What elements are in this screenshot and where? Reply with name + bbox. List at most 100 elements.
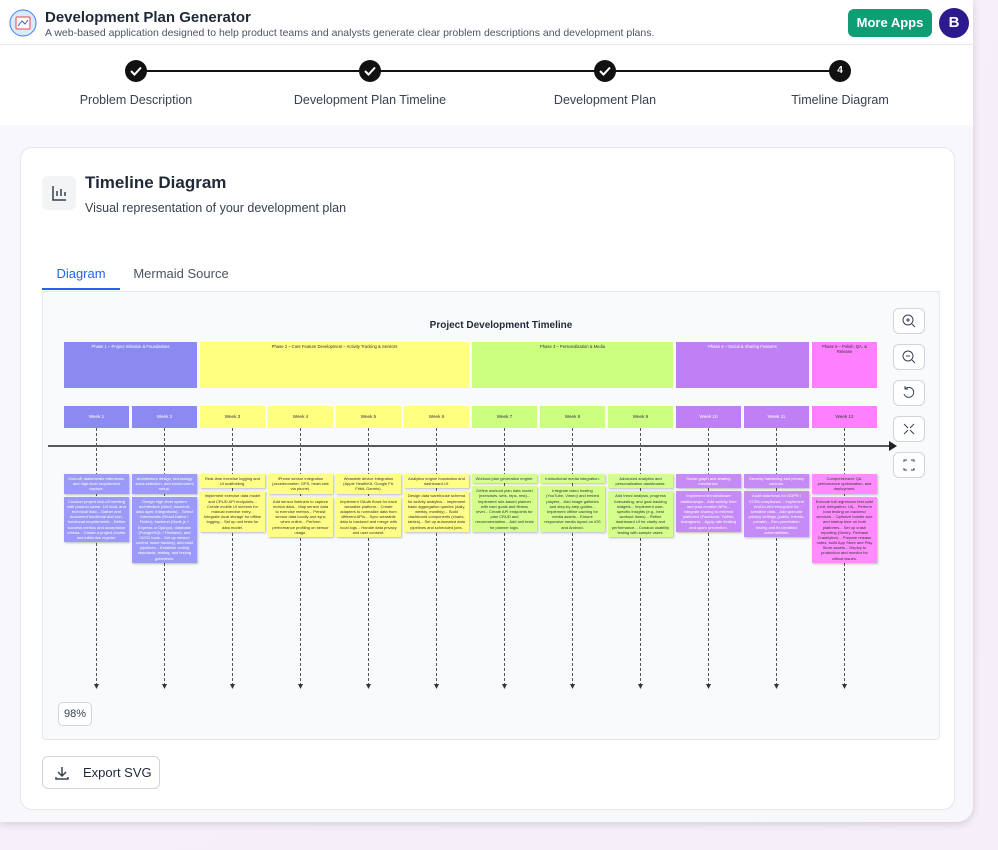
task-card: Comprehensive QA, performance optimizati… <box>812 474 877 494</box>
task-stack: Kick-off, stakeholder interviews, and hi… <box>64 474 129 543</box>
zoom-level: 98% <box>58 702 92 726</box>
arrow-head <box>774 684 779 689</box>
task-card: Design data warehouse schema for activit… <box>404 491 469 532</box>
task-card: Social graph and sharing mechanics. <box>676 474 741 489</box>
step-circle <box>125 60 147 82</box>
header: Development Plan Generator A web-based a… <box>0 0 973 45</box>
stepper: Problem Description Development Plan Time… <box>0 45 973 125</box>
task-card: Add trend analysis, progress forecasting… <box>608 491 673 537</box>
step-label: Timeline Diagram <box>791 93 889 107</box>
step-label: Development Plan <box>553 93 657 107</box>
task-card: Add sensor listeners to capture motion d… <box>268 496 333 537</box>
fullscreen[interactable] <box>893 452 925 478</box>
task-card: Implement friend/follower relationships.… <box>676 491 741 532</box>
task-card: Execute full regression test suite (unit… <box>812 496 877 563</box>
task-card: Implement OAuth flows for each wearable … <box>336 496 401 537</box>
week-box: Week 9 <box>608 406 673 428</box>
task-card: Implement exercise data model and CRUD A… <box>200 491 265 532</box>
arrow-head <box>434 684 439 689</box>
export-label: Export SVG <box>83 765 152 780</box>
step-number: 4 <box>837 65 843 76</box>
arrow-head <box>706 684 711 689</box>
task-card: Workout plan generation engine. <box>472 474 537 484</box>
week-box: Week 6 <box>404 406 469 428</box>
task-stack: Architecture design, technology stack se… <box>132 474 197 563</box>
reset-zoom[interactable] <box>893 380 925 406</box>
task-card: Advanced analytics and personalization d… <box>608 474 673 489</box>
arrow-head <box>842 684 847 689</box>
arrow-head <box>162 684 167 689</box>
week-box: Week 10 <box>676 406 741 428</box>
step-circle <box>594 60 616 82</box>
task-card: Instructional media integration. <box>540 474 605 484</box>
step-circle <box>359 60 381 82</box>
task-stack: iPhone sensor integration (accelerometer… <box>268 474 333 537</box>
tab-diagram[interactable]: Diagram <box>42 258 120 290</box>
app-title: Development Plan Generator <box>45 9 251 26</box>
arrow-head <box>366 684 371 689</box>
step-label: Problem Description <box>79 93 193 107</box>
week-box: Week 1 <box>64 406 129 428</box>
task-card: Architecture design, technology stack se… <box>132 474 197 494</box>
card-title: Timeline Diagram <box>85 173 227 192</box>
task-stack: Analytics engine foundation and dashboar… <box>404 474 469 532</box>
task-stack: Workout plan generation engine. Define wo… <box>472 474 537 532</box>
week-box: Week 3 <box>200 406 265 428</box>
week-box: Week 5 <box>336 406 401 428</box>
chart-icon <box>42 176 76 210</box>
fit-view[interactable] <box>893 416 925 442</box>
arrow-head <box>94 684 99 689</box>
avatar[interactable]: B <box>939 8 969 38</box>
task-card: Kick-off, stakeholder interviews, and hi… <box>64 474 129 494</box>
task-stack: Advanced analytics and personalization d… <box>608 474 673 537</box>
step-check <box>599 66 611 76</box>
task-card: Real-time exercise logging and UI scaffo… <box>200 474 265 489</box>
week-box: Week 2 <box>132 406 197 428</box>
tab-mermaid[interactable]: Mermaid Source <box>133 266 229 281</box>
app-window: Development Plan Generator A web-based a… <box>0 0 973 810</box>
arrow-head <box>502 684 507 689</box>
task-card: iPhone sensor integration (accelerometer… <box>268 474 333 494</box>
export-button[interactable]: Export SVG <box>42 756 160 789</box>
week-box: Week 12 <box>812 406 877 428</box>
arrow-head <box>638 684 643 689</box>
app-subtitle: A web-based application designed to help… <box>45 27 655 39</box>
phase-box: Phase 4 – Social & Sharing Features <box>676 342 809 388</box>
week-box: Week 11 <box>744 406 809 428</box>
task-card: Conduct project kick-off meeting with pr… <box>64 496 129 543</box>
task-stack: Social graph and sharing mechanics. Imple… <box>676 474 741 532</box>
download-icon <box>55 767 69 780</box>
task-card: Analytics engine foundation and dashboar… <box>404 474 469 489</box>
step-label: Development Plan Timeline <box>293 93 447 107</box>
zoom-in[interactable] <box>893 308 925 334</box>
stepper-track <box>125 60 851 82</box>
diagram-area: Project Development Timeline 98% Phase 1… <box>42 291 940 740</box>
task-stack: Comprehensive QA, performance optimizati… <box>812 474 877 563</box>
phase-box: Phase 2 – Core Feature Development – Act… <box>200 342 469 388</box>
task-card: Integrate video hosting (YouTube, Vimeo)… <box>540 486 605 532</box>
task-stack: Wearable device integration (Apple Healt… <box>336 474 401 537</box>
arrow-head <box>570 684 575 689</box>
phase-box: Phase 1 – Project Initiation & Foundatio… <box>64 342 197 388</box>
more-apps-button[interactable]: More Apps <box>848 9 932 37</box>
week-box: Week 7 <box>472 406 537 428</box>
task-card: Define workout plan data model (exercise… <box>472 486 537 532</box>
card-subtitle: Visual representation of your developmen… <box>85 201 347 215</box>
task-stack: Real-time exercise logging and UI scaffo… <box>200 474 265 532</box>
step-check <box>130 66 142 76</box>
task-card: Wearable device integration (Apple Healt… <box>336 474 401 494</box>
task-card: Security hardening and privacy controls. <box>744 474 809 489</box>
phase-box: Phase 5 – Polish, QA, & Release <box>812 342 877 388</box>
phase-box: Phase 3 – Personalization & Media <box>472 342 673 388</box>
step-check <box>364 66 376 76</box>
step-circle <box>829 60 851 82</box>
diagram-title: Project Development Timeline <box>429 320 573 331</box>
week-box: Week 8 <box>540 406 605 428</box>
arrow-head <box>298 684 303 689</box>
zoom-out[interactable] <box>893 344 925 370</box>
week-box: Week 4 <box>268 406 333 428</box>
task-stack: Instructional media integration. Integrat… <box>540 474 605 532</box>
logo <box>9 9 37 37</box>
task-card: Design high-level system architecture (c… <box>132 496 197 563</box>
